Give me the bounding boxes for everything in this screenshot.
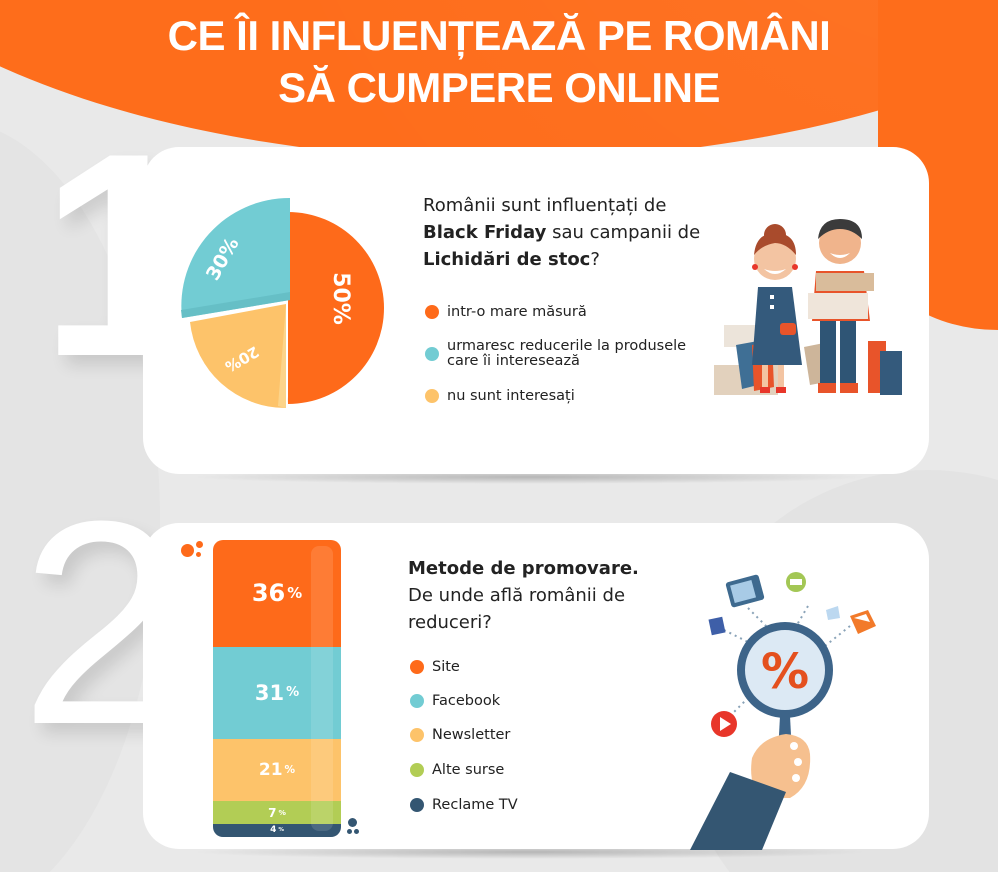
bar-segment-newsletter: 21% (213, 738, 341, 802)
decorative-dots-navy (347, 818, 361, 836)
bar-segment-facebook: 31% (213, 646, 341, 739)
couple-shopping-icon (714, 219, 902, 395)
pie-label-50: 50% (327, 272, 353, 325)
section-2-question: Metode de promovare. De unde află români… (408, 555, 678, 636)
legend-dot-orange (425, 305, 439, 319)
legend-item: Facebook (410, 693, 500, 709)
legend-dot-yellow (410, 728, 424, 742)
lichidari-text: Lichidări de stoc (423, 249, 591, 270)
magnifier-percent-icon: % (690, 572, 876, 850)
legend-item: Alte surse (410, 762, 504, 778)
legend-item: Site (410, 659, 460, 675)
svg-text:%: % (761, 644, 809, 700)
pie-chart: 50% 30% 20% (178, 196, 388, 410)
page-title: CE ÎI INFLUENȚEAZĂ PE ROMÂNI SĂ CUMPERE … (0, 10, 998, 114)
section-2-subheading: De unde află românii de reduceri? (408, 585, 626, 633)
pie-slice-teal (181, 197, 290, 318)
couple-shopping-illustration (712, 215, 904, 397)
bar-segment-reclame-tv: 4% (213, 823, 341, 837)
section-2-heading: Metode de promovare. (408, 558, 639, 579)
magnifying-glass-illustration: % (690, 566, 890, 850)
legend-dot-navy (410, 798, 424, 812)
legend-item: intr-o mare măsură (425, 304, 587, 320)
legend-item: Reclame TV (410, 797, 518, 813)
legend-dot-orange (410, 660, 424, 674)
black-friday-text: Black Friday (423, 222, 547, 243)
bar-segment-alte-surse: 7% (213, 801, 341, 824)
title-line-1: CE ÎI INFLUENȚEAZĂ PE ROMÂNI (167, 12, 831, 59)
legend-item: Newsletter (410, 727, 510, 743)
legend-dot-yellow (425, 389, 439, 403)
pie-slice-orange (288, 212, 384, 404)
legend-dot-green (410, 763, 424, 777)
legend-dot-teal (425, 347, 439, 361)
legend-item: nu sunt interesați (425, 388, 575, 404)
pie-chart-svg (181, 197, 384, 409)
title-line-2: SĂ CUMPERE ONLINE (278, 64, 720, 111)
legend-dot-teal (410, 694, 424, 708)
pie-slice-yellow (190, 304, 286, 409)
stacked-bar-chart: 36% 31% 21% 7% 4% (213, 540, 341, 837)
legend-item: urmaresc reducerile la produsele care îi… (425, 339, 686, 369)
bar-segment-site: 36% (213, 540, 341, 647)
decorative-dots-orange (181, 540, 209, 560)
section-1-question: Românii sunt influențați de Black Friday… (423, 195, 701, 270)
